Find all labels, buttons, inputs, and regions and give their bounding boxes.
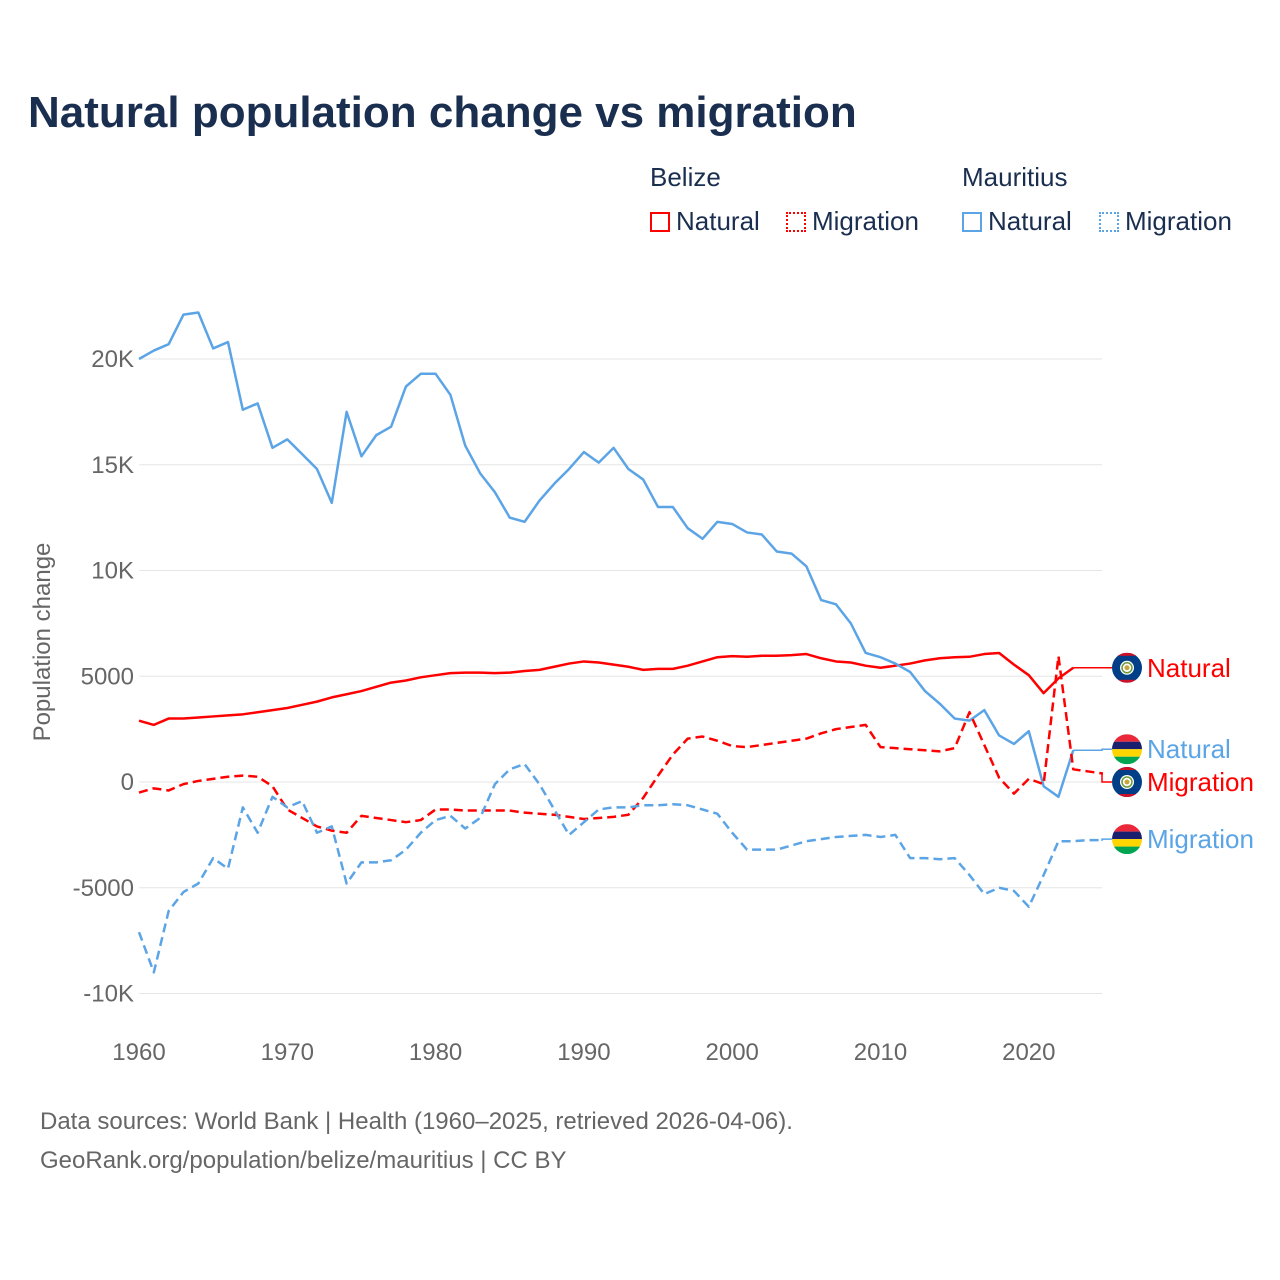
legend-item-mauritius-natural[interactable]: Natural <box>962 206 1072 237</box>
belize-flag-icon <box>1112 652 1142 683</box>
legend-swatch-dotted <box>786 211 806 232</box>
chart-title: Natural population change vs migration <box>28 88 857 137</box>
legend-country-belize: Belize <box>650 162 721 192</box>
legend-label: Natural <box>676 206 760 236</box>
series-end-label: Natural <box>1147 734 1231 764</box>
legend-item-belize-natural[interactable]: Natural <box>650 206 760 237</box>
x-tick-label: 2000 <box>706 1039 759 1066</box>
legend-label: Migration <box>812 206 919 236</box>
y-tick-label: -10K <box>83 981 134 1008</box>
legend-item-mauritius-migration[interactable]: Migration <box>1099 206 1232 237</box>
legend-swatch-solid <box>962 211 982 232</box>
x-tick-label: 2020 <box>1002 1039 1055 1066</box>
legend-swatch-solid <box>650 211 670 232</box>
series-end-label: Migration <box>1147 824 1254 854</box>
series-line-mauritius-migration <box>137 762 1103 974</box>
legend-group-belize: Belize <box>650 162 721 193</box>
y-axis-label: Population change <box>29 543 56 742</box>
mauritius-flag-icon <box>1112 734 1142 765</box>
series-line-mauritius-natural <box>138 311 1075 799</box>
label-leader-line <box>1101 838 1112 841</box>
x-tick-label: 2010 <box>854 1039 907 1066</box>
y-tick-label: 10K <box>91 558 134 585</box>
x-tick-label: 1980 <box>409 1039 462 1066</box>
x-tick-label: 1970 <box>261 1039 314 1066</box>
series-end-label: Natural <box>1147 653 1231 683</box>
legend-country-mauritius: Mauritius <box>962 162 1068 192</box>
series-end-label: Migration <box>1147 767 1254 797</box>
legend-label: Natural <box>988 206 1072 236</box>
y-tick-label: 5000 <box>81 663 134 690</box>
label-leader-line <box>1101 772 1112 783</box>
legend-group-mauritius: Mauritius <box>962 162 1067 193</box>
footer-sources: Data sources: World Bank | Health (1960–… <box>40 1108 793 1135</box>
y-tick-label: 20K <box>91 346 134 373</box>
label-leader-line <box>1073 748 1112 752</box>
x-tick-label: 1960 <box>112 1039 165 1066</box>
y-tick-label: -5000 <box>73 875 134 902</box>
x-tick-label: 1990 <box>557 1039 610 1066</box>
legend-item-belize-migration[interactable]: Migration <box>786 206 919 237</box>
y-tick-label: 15K <box>91 452 134 479</box>
mauritius-flag-icon <box>1112 824 1142 855</box>
legend-label: Migration <box>1125 206 1232 236</box>
series-line-belize-natural <box>138 651 1075 727</box>
belize-flag-icon <box>1112 767 1142 797</box>
legend-swatch-dotted <box>1099 211 1119 232</box>
footer-attribution: GeoRank.org/population/belize/mauritius … <box>40 1147 567 1174</box>
y-tick-label: 0 <box>121 769 134 796</box>
